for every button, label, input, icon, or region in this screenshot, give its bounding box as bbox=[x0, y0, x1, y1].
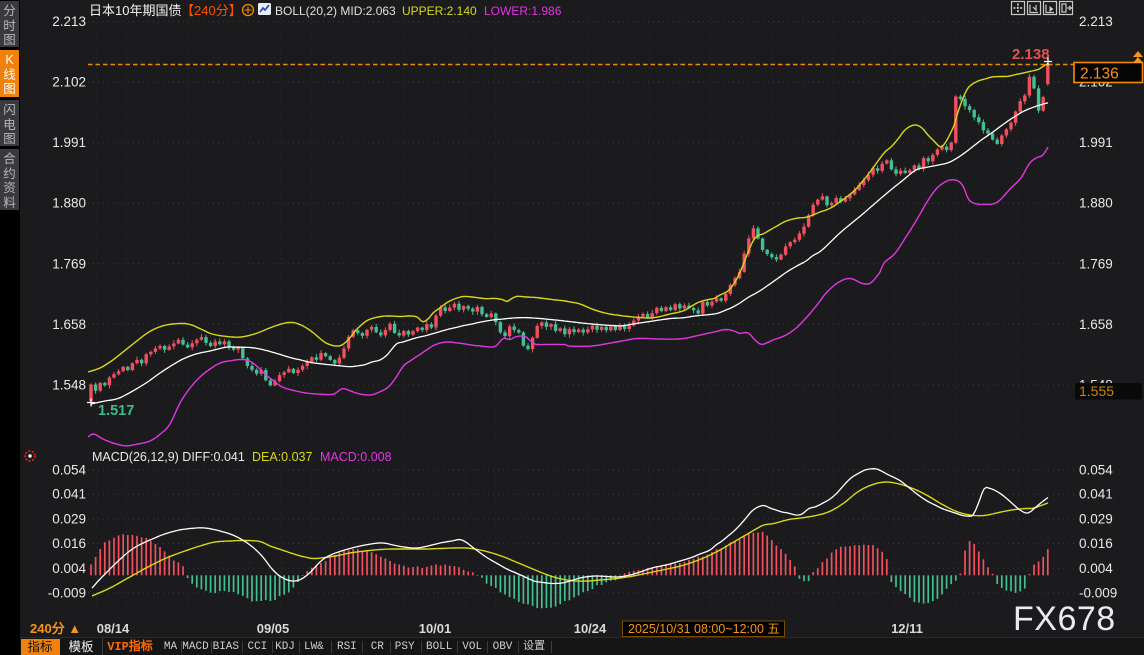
svg-text:1.517: 1.517 bbox=[98, 403, 134, 419]
svg-text:0.004: 0.004 bbox=[1079, 561, 1113, 576]
svg-text:2.213: 2.213 bbox=[1079, 14, 1113, 29]
svg-text:MACD(26,12,9) DIFF:0.041: MACD(26,12,9) DIFF:0.041 bbox=[92, 450, 245, 464]
svg-text:0.016: 0.016 bbox=[52, 536, 86, 551]
svg-text:1.555: 1.555 bbox=[1079, 383, 1114, 399]
svg-text:0.004: 0.004 bbox=[52, 561, 86, 576]
svg-text:08/14: 08/14 bbox=[97, 621, 130, 636]
svg-text:1.880: 1.880 bbox=[1079, 196, 1113, 211]
svg-text:-0.009: -0.009 bbox=[48, 586, 86, 601]
svg-text:0.054: 0.054 bbox=[52, 463, 86, 478]
svg-text:1.991: 1.991 bbox=[1079, 135, 1113, 150]
svg-text:0.054: 0.054 bbox=[1079, 463, 1113, 478]
svg-text:【240分】: 【240分】 bbox=[181, 3, 242, 18]
svg-text:0.029: 0.029 bbox=[1079, 511, 1113, 526]
svg-text:2.102: 2.102 bbox=[52, 75, 86, 90]
svg-text:1.769: 1.769 bbox=[1079, 256, 1113, 271]
svg-text:FX678: FX678 bbox=[1013, 600, 1116, 637]
svg-text:-0.009: -0.009 bbox=[1079, 586, 1117, 601]
svg-text:MACD:0.008: MACD:0.008 bbox=[320, 450, 392, 464]
svg-text:1.880: 1.880 bbox=[52, 196, 86, 211]
svg-text:2025/10/31 08:00~12:00 五: 2025/10/31 08:00~12:00 五 bbox=[628, 622, 780, 636]
svg-text:10/24: 10/24 bbox=[574, 621, 607, 636]
svg-text:1.769: 1.769 bbox=[52, 256, 86, 271]
svg-text:2.136: 2.136 bbox=[1080, 66, 1119, 83]
svg-text:1.991: 1.991 bbox=[52, 135, 86, 150]
svg-text:DEA:0.037: DEA:0.037 bbox=[252, 450, 313, 464]
svg-text:12/11: 12/11 bbox=[891, 621, 923, 636]
svg-text:2.213: 2.213 bbox=[52, 14, 86, 29]
svg-text:10/01: 10/01 bbox=[419, 621, 452, 636]
svg-text:240分 ▲: 240分 ▲ bbox=[30, 621, 81, 636]
svg-text:UPPER:2.140: UPPER:2.140 bbox=[402, 4, 477, 18]
svg-text:1.548: 1.548 bbox=[52, 378, 86, 393]
svg-text:BOLL(20,2) MID:2.063: BOLL(20,2) MID:2.063 bbox=[275, 4, 396, 18]
svg-text:LOWER:1.986: LOWER:1.986 bbox=[484, 4, 562, 18]
svg-text:日本10年期国债: 日本10年期国债 bbox=[89, 3, 181, 18]
svg-text:09/05: 09/05 bbox=[257, 621, 290, 636]
svg-text:0.041: 0.041 bbox=[1079, 487, 1113, 502]
svg-text:0.029: 0.029 bbox=[52, 511, 86, 526]
svg-text:2.138: 2.138 bbox=[1012, 46, 1050, 63]
svg-text:1.658: 1.658 bbox=[52, 317, 86, 332]
svg-text:0.041: 0.041 bbox=[52, 487, 86, 502]
svg-text:0.016: 0.016 bbox=[1079, 536, 1113, 551]
svg-text:1.658: 1.658 bbox=[1079, 317, 1113, 332]
